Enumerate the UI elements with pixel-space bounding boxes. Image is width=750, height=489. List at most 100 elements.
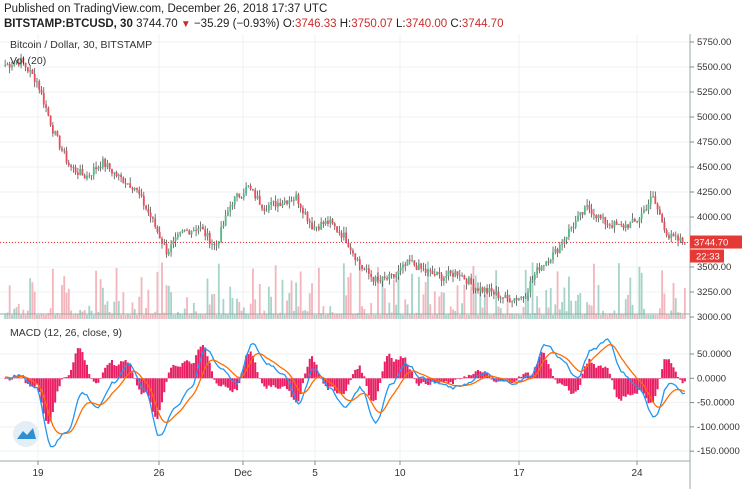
macd-histogram-bar (515, 378, 518, 381)
macd-histogram-bar (76, 348, 79, 379)
volume-bar (322, 306, 325, 319)
macd-histogram-bar (392, 361, 395, 379)
macd-histogram-bar (163, 378, 166, 393)
volume-bar (390, 312, 393, 319)
volume-bar (465, 314, 468, 319)
volume-bar (147, 289, 150, 319)
candle-body (111, 169, 113, 174)
candle-body (656, 203, 659, 210)
macd-histogram-bar (490, 378, 493, 380)
macd-histogram-bar (197, 349, 200, 379)
volume-bar (108, 311, 111, 319)
volume-bar (352, 314, 354, 319)
macd-histogram-bar (217, 378, 220, 386)
candle-body (195, 229, 198, 231)
volume-bar (270, 296, 273, 319)
macd-histogram-bar (110, 359, 114, 379)
candle-body (392, 274, 395, 278)
candle-body (342, 232, 345, 238)
macd-histogram-bar (74, 353, 77, 379)
candle-body (138, 189, 141, 195)
macd-histogram-bar (595, 367, 598, 379)
volume-bar (190, 313, 193, 319)
volume-bar (229, 286, 232, 319)
volume-bar (342, 263, 345, 319)
price-tick-label: 3500.00 (697, 262, 731, 273)
volume-bar (272, 313, 275, 319)
volume-bar (313, 314, 316, 319)
candle-body (599, 214, 602, 219)
volume-bar (145, 307, 147, 319)
volume-bar (61, 285, 63, 319)
candle-body (220, 227, 223, 242)
candle-body (183, 230, 186, 232)
candle-body (602, 216, 604, 219)
macd-histogram-bar (229, 378, 232, 391)
time-tick-label: 19 (32, 468, 44, 479)
volume-bar (51, 268, 54, 319)
macd-histogram-bar (681, 378, 684, 384)
candle-body (313, 226, 316, 230)
macd-histogram-bar (442, 378, 445, 383)
volume-bar (497, 306, 500, 319)
macd-histogram-bar (306, 366, 309, 379)
candle-body (206, 232, 209, 237)
candle-body (627, 224, 629, 228)
macd-histogram-bar (672, 367, 675, 379)
candle-body (302, 207, 304, 214)
candle-body (581, 212, 584, 215)
macd-axis[interactable]: 50.0000 0.0000 -50.0000 -100.0000 -150.0000 (690, 349, 740, 457)
macd-histogram-bar (286, 378, 289, 390)
candle-body (495, 291, 498, 295)
macd-histogram-bar (420, 378, 423, 384)
macd-histogram-bar (233, 378, 236, 389)
candle-body (208, 232, 211, 245)
candle-body (151, 217, 154, 219)
candle-body (149, 212, 152, 218)
volume-bar (295, 282, 298, 319)
volume-bar (113, 301, 116, 319)
volume-bar (652, 314, 654, 319)
macd-histogram-bar (301, 378, 304, 384)
candle-body (481, 287, 484, 292)
macd-histogram-bar (83, 360, 86, 379)
candle-body (492, 291, 495, 295)
candle-body (402, 264, 404, 268)
candle-body (79, 168, 82, 175)
volume-bar (574, 300, 577, 319)
volume-bar (54, 314, 57, 319)
macd-histogram-bar (549, 368, 552, 379)
macd-histogram-bar (649, 378, 652, 403)
macd-histogram-bar (517, 376, 520, 379)
macd-histogram-bar (99, 377, 102, 379)
candle-body (322, 222, 325, 225)
candle-body (186, 230, 188, 232)
macd-histogram-bar (531, 374, 534, 379)
candle-body (40, 89, 43, 93)
candle-body (49, 115, 52, 126)
macd-histogram-bar (210, 371, 214, 379)
volume-bar (252, 268, 254, 319)
macd-histogram-bar (56, 378, 59, 392)
macd-histogram-bar (358, 365, 361, 379)
volume-bar (58, 314, 61, 319)
candle-body (399, 267, 402, 271)
volume-bar (388, 302, 391, 319)
volume-bar (372, 314, 375, 319)
chart-canvas[interactable]: 5750.00 5500.00 5250.00 5000.00 4750.00 4500.… (0, 34, 750, 489)
volume-bar (120, 314, 122, 319)
volume-bar (140, 277, 143, 319)
time-axis[interactable]: 19 26 Dec 5 10 17 24 (32, 461, 643, 479)
volume-bar (267, 286, 270, 319)
candle-body (486, 288, 488, 293)
macd-histogram-bar (70, 369, 73, 379)
macd-histogram-bar (445, 378, 448, 382)
volume-bar (640, 272, 643, 319)
candle-body (445, 276, 448, 278)
tradingview-logo-icon[interactable] (13, 421, 39, 447)
candle-body (454, 271, 457, 277)
macd-histogram-bar (563, 378, 566, 386)
macd-histogram-bar (185, 360, 189, 379)
volume-bar (442, 292, 445, 319)
macd-histogram-bar (631, 378, 634, 395)
